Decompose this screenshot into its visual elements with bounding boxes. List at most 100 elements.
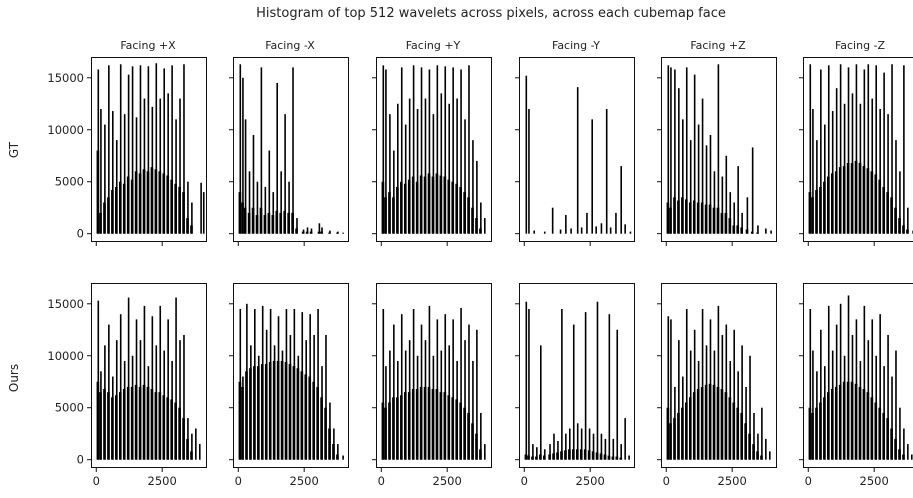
histogram-bar (721, 176, 724, 234)
histogram-bar (809, 308, 812, 460)
axes-frame (519, 283, 635, 468)
panel-gt-facing-neg-z (799, 57, 913, 246)
histogram-bar (592, 433, 595, 460)
histogram-bar (674, 69, 676, 234)
histogram-bar (879, 108, 881, 234)
histogram-bar (389, 114, 391, 234)
histogram-bar (827, 65, 830, 234)
histogram-bar (187, 181, 189, 234)
histogram-bar (551, 207, 554, 234)
histogram-bar (191, 202, 193, 234)
histogram-bar (313, 334, 315, 460)
histogram-bar (167, 319, 169, 460)
histogram-bar (127, 297, 130, 460)
histogram-bar (586, 212, 588, 234)
histogram-bar (329, 402, 331, 460)
histogram-bar (871, 98, 874, 234)
histogram-bar (127, 74, 130, 234)
histogram-bar (159, 98, 162, 234)
axes-frame (661, 57, 777, 242)
histogram-bar (452, 319, 454, 460)
panel-ours-facing-neg-x: 0 2500 (229, 283, 349, 488)
histogram-bar (483, 218, 486, 234)
histogram-bar (831, 111, 834, 234)
panel-gt-facing-posneg-x: 0 5000 10000 15000 (47, 57, 207, 246)
histogram-bar (97, 300, 100, 460)
histogram-bar (572, 324, 575, 460)
histogram-bar (855, 319, 858, 460)
axes-frame (519, 57, 635, 242)
histogram-bar (612, 438, 615, 460)
x-tick-label: 2500 (148, 474, 177, 488)
histogram-bar (570, 228, 572, 234)
histogram-bar (584, 312, 587, 460)
histogram-bar (596, 301, 599, 460)
histogram-bar (891, 64, 893, 234)
histogram-bar (483, 444, 486, 460)
histogram-bar (285, 308, 288, 460)
histogram-bar (440, 93, 443, 234)
histogram-bar (468, 65, 470, 234)
histogram-bar (337, 231, 339, 234)
histogram-bar (242, 77, 244, 234)
histogram-bar (685, 67, 688, 234)
histogram-bar (393, 150, 395, 234)
histogram-bar (382, 65, 385, 234)
histogram-bar (305, 340, 308, 460)
histogram-bar (749, 355, 751, 460)
histogram-bar (448, 345, 451, 460)
histogram-bar (159, 305, 162, 460)
histogram-bar (167, 93, 169, 234)
histogram-bar (729, 360, 732, 460)
histogram-bar (424, 98, 427, 234)
histogram-bar (111, 111, 114, 234)
histogram-bar (187, 418, 189, 460)
histogram-bar (910, 454, 913, 460)
histogram-bar (147, 366, 150, 460)
histogram-bar (306, 227, 309, 234)
histogram-bar (859, 103, 862, 234)
histogram-bar (436, 65, 439, 234)
histogram-bar (608, 314, 611, 460)
histogram-bar (525, 75, 528, 234)
histogram-bar (147, 66, 150, 234)
histogram-bar (412, 65, 415, 234)
axes-frame (661, 283, 777, 468)
histogram-bar (444, 314, 447, 460)
histogram-bar (725, 324, 728, 460)
histogram-bar (239, 308, 242, 460)
histogram-bar (549, 444, 551, 460)
histogram-bar (329, 230, 331, 234)
axes-frame (803, 283, 913, 468)
histogram-bar (907, 207, 909, 234)
histogram-bar (284, 114, 286, 234)
histogram-bar (309, 314, 311, 460)
histogram-bar (400, 314, 403, 460)
histogram-bar (100, 371, 102, 460)
x-tick-label: 0 (805, 474, 812, 488)
x-tick-label: 0 (235, 474, 242, 488)
histogram-bar (396, 103, 399, 234)
histogram-bar (725, 155, 728, 234)
histogram-bar (239, 64, 242, 234)
histogram-bar (895, 140, 897, 234)
x-tick-label: 2500 (718, 474, 747, 488)
histogram-bar (318, 223, 321, 234)
figure-title: Histogram of top 512 wavelets across pix… (256, 6, 726, 21)
histogram-bar (816, 371, 818, 460)
histogram-bar (476, 329, 478, 460)
histogram-bar (408, 340, 411, 460)
axes-frame (233, 57, 349, 242)
histogram-bar (428, 69, 431, 234)
histogram-bar (317, 308, 319, 460)
histogram-bar (693, 74, 696, 234)
histogram-bar (269, 308, 272, 460)
histogram-bar (765, 438, 767, 460)
panel-ours-facing-neg-y: 0 2500 (515, 283, 635, 488)
histogram-bar (143, 305, 146, 460)
histogram-bar (480, 412, 482, 460)
histogram-bar (765, 228, 767, 234)
x-tick-label: 0 (663, 474, 670, 488)
histogram-bar (135, 319, 138, 460)
histogram-bar (678, 88, 680, 234)
